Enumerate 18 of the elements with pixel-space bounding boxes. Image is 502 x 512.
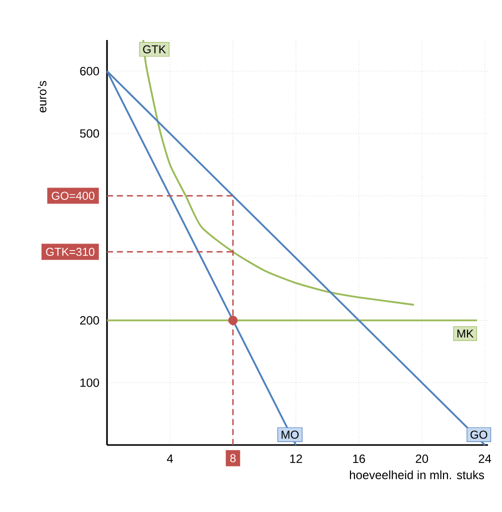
y-tick-label: 600 (80, 66, 100, 76)
ref-line-label: GTK=310 (46, 248, 94, 256)
series-label: MO (282, 430, 299, 439)
y-tick-label: 100 (80, 378, 100, 387)
x-tick-label: 16 (353, 454, 366, 463)
series-label: MK (457, 330, 474, 338)
y-tick-label: 200 (80, 316, 100, 325)
x-tick-label: 4 (166, 454, 173, 463)
x-tick-label: 24 (478, 454, 492, 463)
y-axis-title: euro’s (38, 80, 46, 112)
x-axis-title: hoeveelheid in mln. stuks (350, 470, 484, 480)
series-label: GTK (143, 45, 166, 54)
y-tick-label: 500 (80, 129, 100, 138)
x-tick-label: 20 (416, 454, 428, 463)
ref-line-label: 8 (230, 454, 236, 462)
x-tick-label: 12 (290, 454, 302, 463)
series-label: GO (470, 430, 488, 439)
ref-line-label: GO=400 (52, 192, 94, 200)
